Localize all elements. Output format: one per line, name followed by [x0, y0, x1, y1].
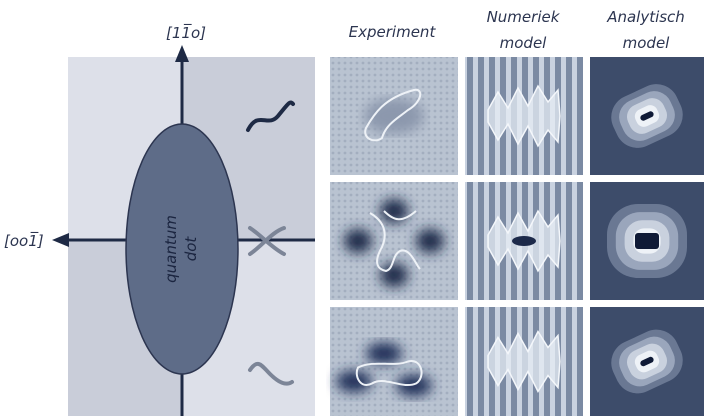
axis-label: [oo1̅] [4, 231, 44, 250]
column-header: model [623, 34, 671, 52]
blob [416, 229, 444, 253]
column-header: Experiment [349, 23, 437, 41]
column-header: Analytisch [606, 8, 685, 26]
axis-arrow [175, 45, 189, 62]
axis-arrow [52, 233, 69, 247]
blob [336, 371, 372, 393]
dot-label: dot [182, 236, 200, 262]
figure: [11̅o] [oo1̅] quantum dot Experiment Num… [0, 0, 704, 416]
column-header: model [500, 34, 548, 52]
blob [380, 263, 408, 287]
image-grid [330, 57, 704, 416]
column-header: Numeriek [487, 8, 561, 26]
blob [396, 375, 432, 397]
axis-label: [11̅o] [166, 23, 206, 42]
analytic-core [635, 233, 659, 249]
dot-label: quantum [162, 215, 180, 283]
model-core [512, 236, 536, 246]
blob [366, 343, 402, 365]
blob [344, 229, 372, 253]
